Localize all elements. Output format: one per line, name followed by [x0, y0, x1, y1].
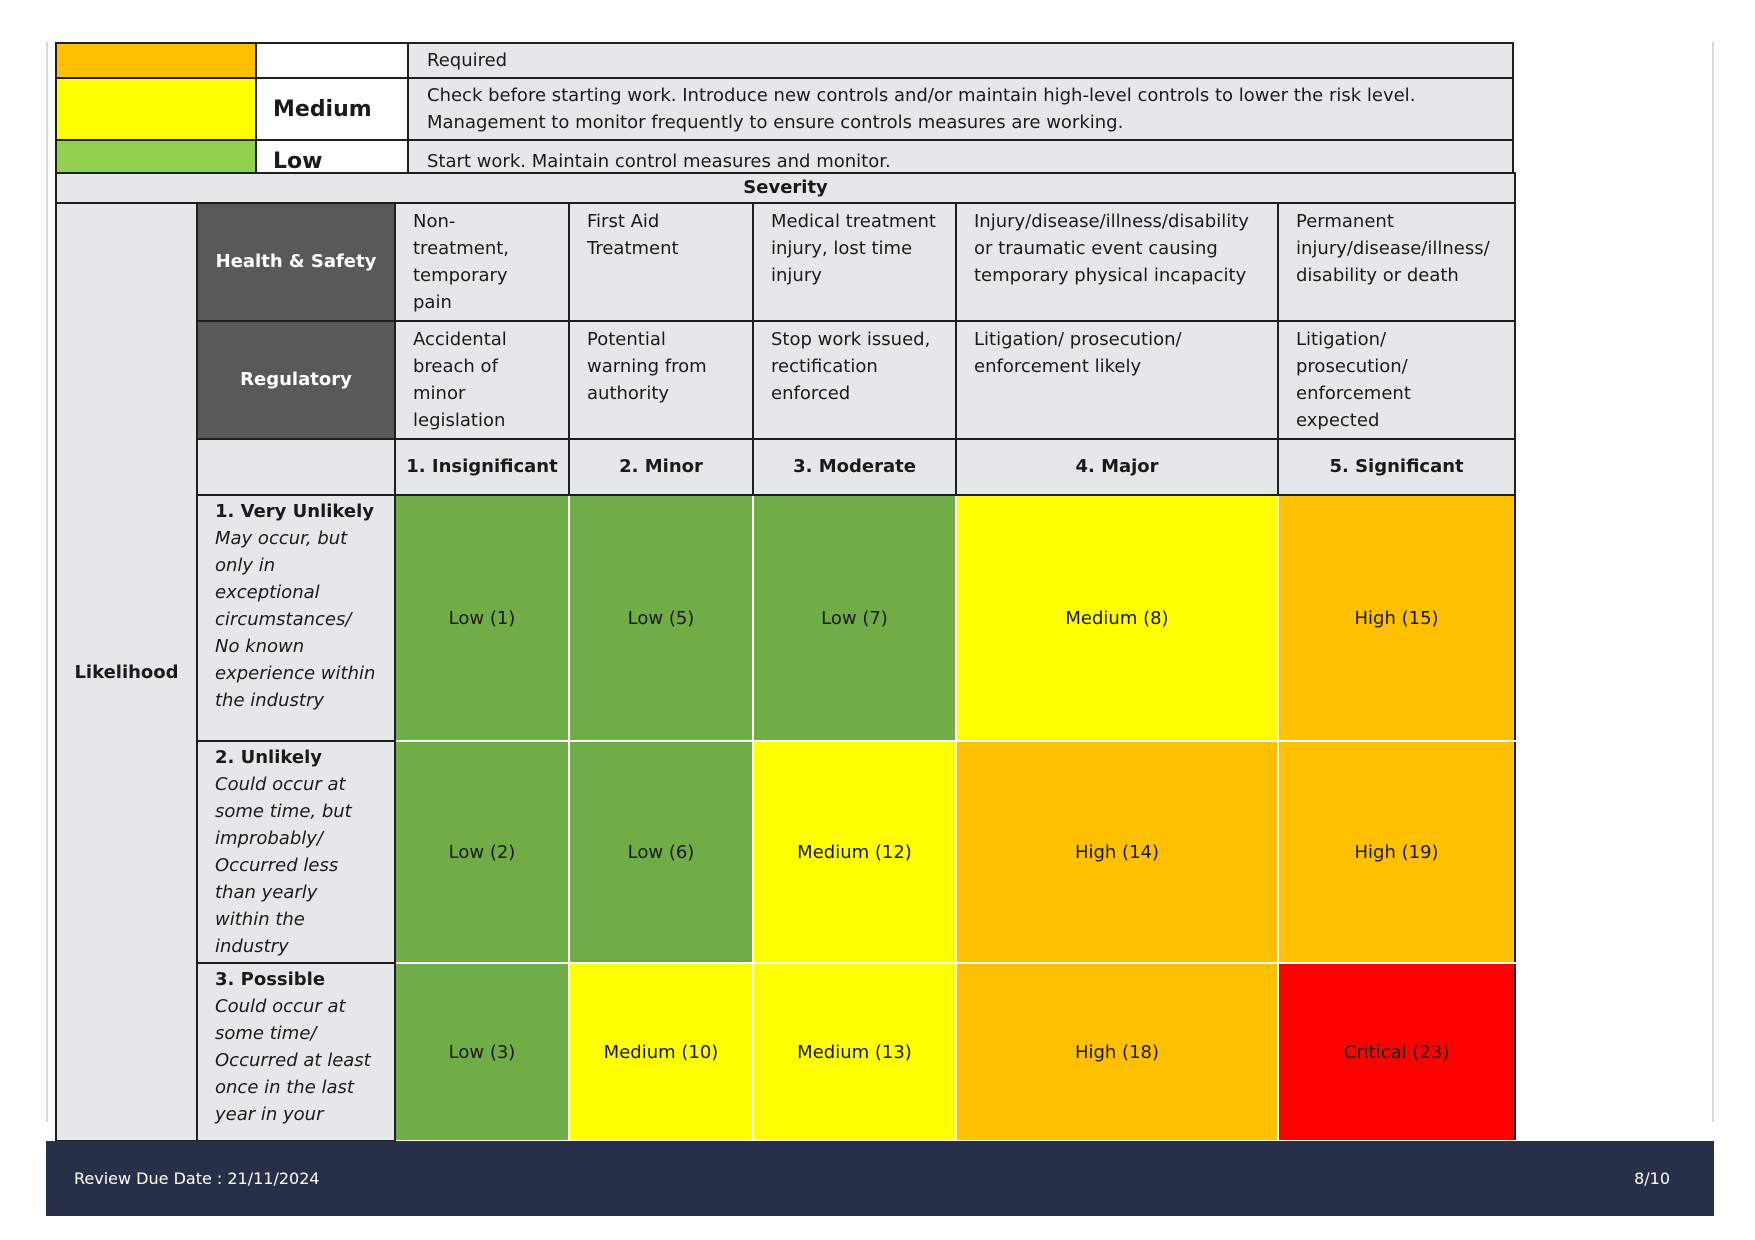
risk-cell: Medium (13) — [752, 962, 957, 1142]
reg-desc-1: Accidental breach of minor legislation — [394, 320, 570, 440]
hs-desc-1: Non-treatment, temporary pain — [394, 202, 570, 322]
risk-cell: Low (6) — [568, 740, 754, 964]
severity-level-3: 3. Moderate — [752, 438, 957, 496]
risk-cell: High (14) — [955, 740, 1279, 964]
hs-desc-3: Medical treatment injury, lost time inju… — [752, 202, 957, 322]
reg-desc-3: Stop work issued, rectification enforced — [752, 320, 957, 440]
risk-cell: Low (3) — [394, 962, 570, 1142]
legend-row-high: Required — [55, 42, 1514, 79]
risk-cell: High (18) — [955, 962, 1279, 1142]
page-border-right — [1712, 42, 1714, 1122]
severity-level-4: 4. Major — [955, 438, 1279, 496]
regulatory-label: Regulatory — [196, 320, 396, 440]
risk-cell: High (15) — [1276, 494, 1517, 742]
health-safety-label: Health & Safety — [196, 202, 396, 322]
reg-desc-4: Litigation/ prosecution/ enforcement lik… — [955, 320, 1279, 440]
risk-cell: Low (1) — [394, 494, 570, 742]
risk-cell: Medium (10) — [568, 962, 754, 1142]
severity-level-1: 1. Insignificant — [394, 438, 570, 496]
likelihood-2-title: 2. Unlikely — [215, 747, 322, 768]
likelihood-row-1: 1. Very Unlikely May occur, but only in … — [196, 494, 396, 742]
legend-swatch-high — [55, 42, 257, 79]
severity-level-2: 2. Minor — [568, 438, 754, 496]
legend-row-medium: Medium Check before starting work. Intro… — [55, 77, 1514, 141]
page-number: 8/10 — [1634, 1169, 1670, 1188]
legend-swatch-medium — [55, 77, 257, 141]
risk-cell: Low (5) — [568, 494, 754, 742]
reg-desc-2: Potential warning from authority — [568, 320, 754, 440]
legend-desc-medium: Check before starting work. Introduce ne… — [407, 77, 1514, 141]
page-footer: Review Due Date : 21/11/2024 8/10 — [46, 1141, 1714, 1216]
likelihood-2-desc: Could occur at some time, but improbably… — [215, 774, 352, 957]
likelihood-3-title: 3. Possible — [215, 969, 326, 990]
hs-desc-2: First Aid Treatment — [568, 202, 754, 322]
risk-legend-table: Required Medium Check before starting wo… — [55, 42, 1514, 184]
likelihood-row-2: 2. Unlikely Could occur at some time, bu… — [196, 740, 396, 964]
likelihood-3-desc: Could occur at some time/ Occurred at le… — [215, 996, 371, 1125]
likelihood-row-3: 3. Possible Could occur at some time/ Oc… — [196, 962, 396, 1142]
risk-cell: Low (2) — [394, 740, 570, 964]
hs-desc-5: Permanent injury/disease/illness/ disabi… — [1276, 202, 1517, 322]
legend-level-high — [255, 42, 409, 79]
risk-cell: High (19) — [1276, 740, 1517, 964]
likelihood-1-title: 1. Very Unlikely — [215, 501, 375, 522]
risk-cell: Medium (8) — [955, 494, 1279, 742]
reg-desc-5: Litigation/ prosecution/ enforcement exp… — [1276, 320, 1517, 440]
header-blank-cell — [196, 438, 396, 496]
likelihood-1-desc: May occur, but only in exceptional circu… — [215, 528, 376, 711]
legend-desc-high: Required — [407, 42, 1514, 79]
risk-matrix-table: Severity Likelihood Health & Safety Non-… — [54, 172, 1517, 1142]
severity-level-5: 5. Significant — [1276, 438, 1517, 496]
risk-cell: Low (7) — [752, 494, 957, 742]
legend-level-medium: Medium — [255, 77, 409, 141]
review-due-date: Review Due Date : 21/11/2024 — [74, 1169, 320, 1188]
hs-desc-4: Injury/disease/illness/disability or tra… — [955, 202, 1279, 322]
severity-title: Severity — [54, 172, 1517, 204]
risk-cell: Critical (23) — [1276, 962, 1517, 1142]
risk-cell: Medium (12) — [752, 740, 957, 964]
page-border-left — [46, 42, 48, 1122]
likelihood-title: Likelihood — [55, 202, 198, 1142]
